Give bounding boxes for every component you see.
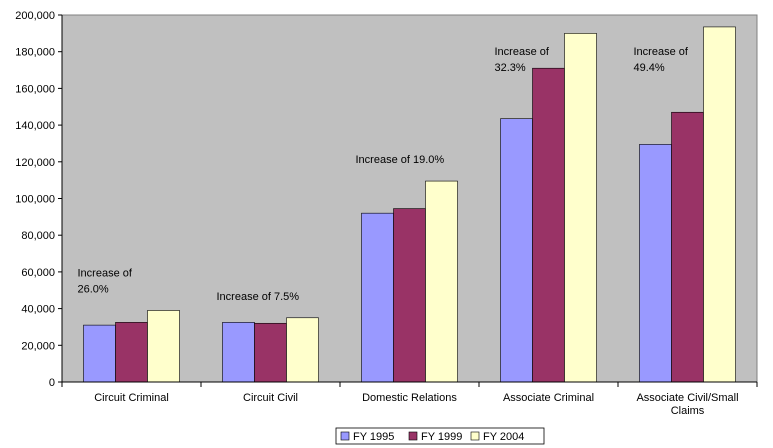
annotation-label: Increase of 19.0% [356, 154, 445, 166]
annotation-label: Increase of 26.0% [78, 267, 133, 295]
legend-label: FY 2004 [483, 431, 524, 443]
y-tick-label: 100,000 [15, 194, 55, 206]
y-tick-label: 180,000 [15, 47, 55, 59]
bar [703, 26, 736, 383]
bar [425, 180, 458, 383]
y-axis: 0 20,000 40,000 60,000 80,000 100,000 120,000 1… [15, 10, 63, 389]
annotation-label: Increase of 32.3% [495, 46, 550, 74]
bar [639, 144, 672, 383]
y-tick-label: 40,000 [21, 304, 55, 316]
annotation-label: Increase of 49.4% [634, 46, 689, 74]
bar [222, 322, 255, 383]
bar [500, 118, 533, 383]
legend-swatch [470, 431, 480, 441]
x-category-label: Circuit Civil [243, 392, 298, 404]
bar [393, 208, 426, 383]
legend-box [335, 427, 545, 445]
bar [115, 322, 148, 383]
bar [254, 322, 287, 383]
legend: FY 1995 FY 1999 FY 2004 [335, 427, 545, 445]
annotations: Increase of 26.0% Increase of 7.5% Increase… [78, 46, 689, 303]
bar [147, 310, 180, 383]
x-category-label: Associate Criminal [503, 392, 594, 404]
bar [671, 111, 704, 383]
y-tick-label: 140,000 [15, 120, 55, 132]
x-category-label: Associate Civil/Small Claims [636, 392, 738, 417]
legend-swatch [408, 431, 418, 441]
y-tick-label: 80,000 [21, 230, 55, 242]
legend-swatch [340, 431, 350, 441]
bar [564, 33, 597, 383]
y-tick-label: 120,000 [15, 157, 55, 169]
y-tick-label: 20,000 [21, 340, 55, 352]
bar [361, 212, 394, 383]
y-tick-label: 0 [49, 377, 55, 389]
bars [83, 26, 736, 383]
y-tick-label: 60,000 [21, 267, 55, 279]
x-axis: Circuit Criminal Circuit Civil Domestic Re… [61, 381, 758, 417]
legend-label: FY 1995 [353, 431, 394, 443]
annotation-label: Increase of 7.5% [217, 291, 300, 303]
x-category-label: Domestic Relations [362, 392, 457, 404]
y-tick-label: 200,000 [15, 10, 55, 22]
legend-label: FY 1999 [421, 431, 462, 443]
x-category-label: Circuit Criminal [94, 392, 169, 404]
bar [286, 317, 319, 383]
y-tick-label: 160,000 [15, 83, 55, 95]
bar [83, 324, 116, 383]
bar [532, 67, 565, 383]
